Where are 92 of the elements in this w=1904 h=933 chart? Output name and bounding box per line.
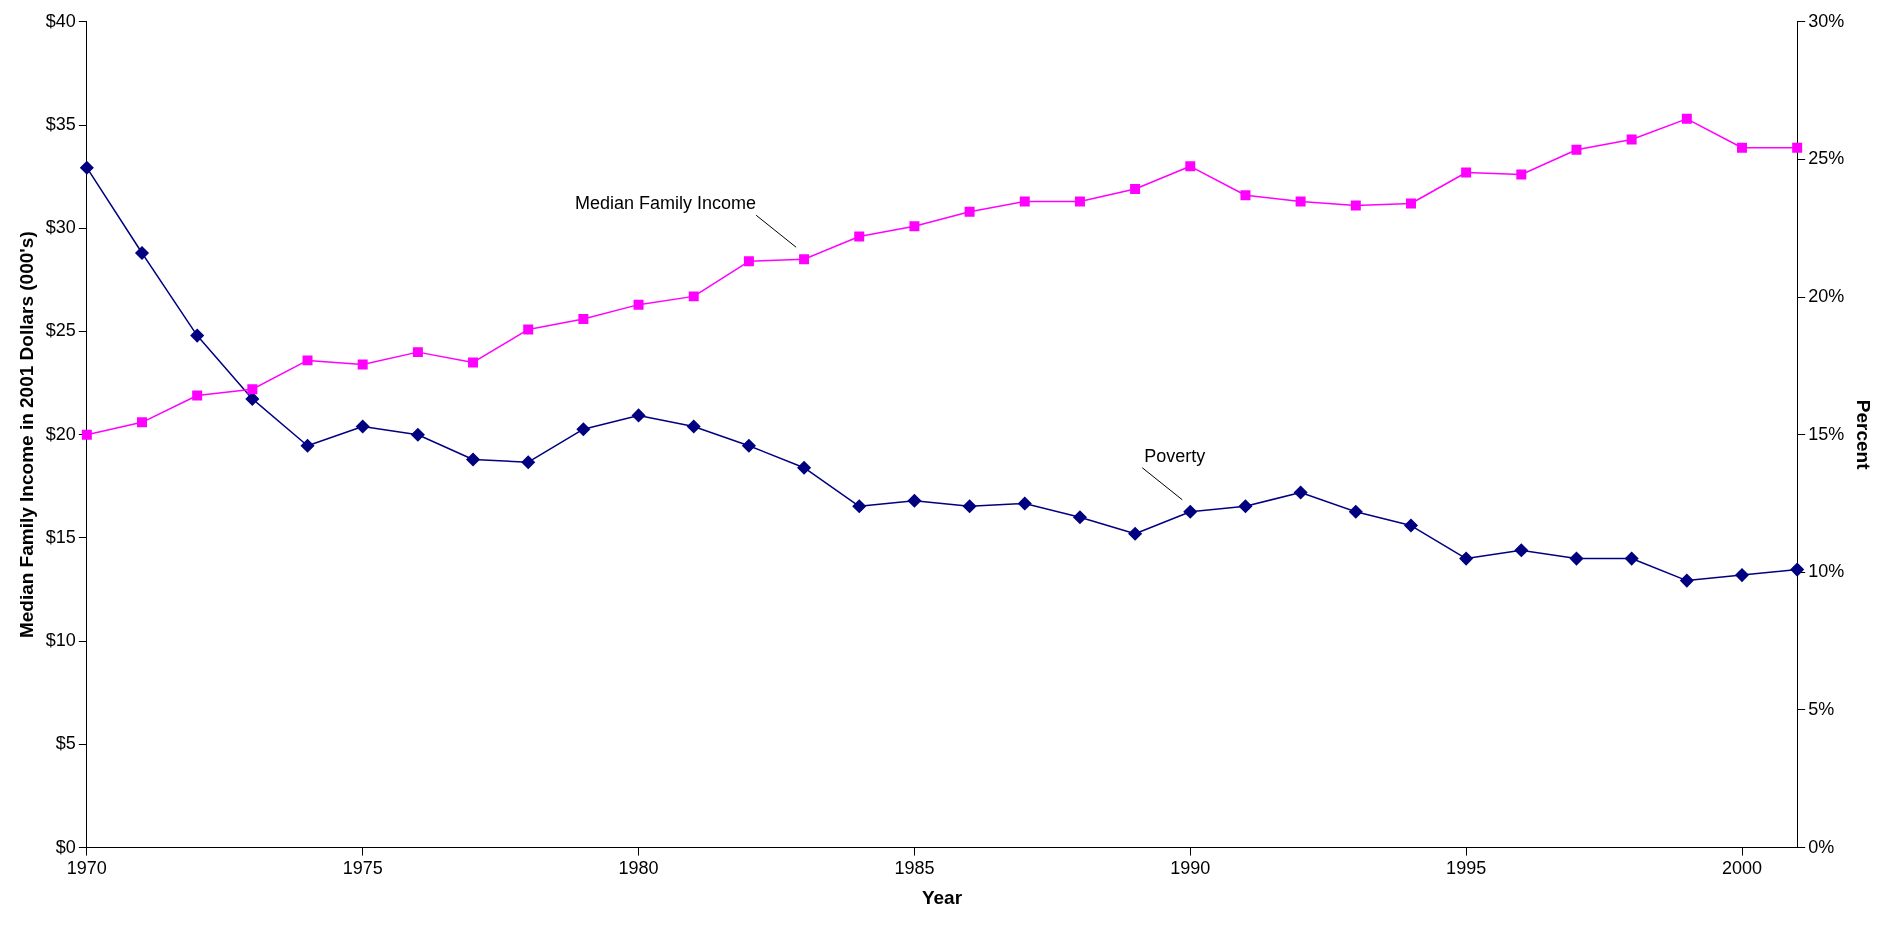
point	[137, 417, 147, 428]
point	[1018, 496, 1032, 511]
y-axis-title: Median Family Income in 2001 Dollars (000's)	[15, 231, 37, 639]
y2-tick-label: 30%	[1808, 10, 1845, 31]
point	[962, 499, 977, 514]
point	[688, 291, 699, 302]
y2-tick-label: 10%	[1808, 561, 1845, 582]
y-tick-label: $40	[45, 10, 76, 31]
x-tick-label: 1975	[342, 858, 383, 879]
point	[1735, 568, 1749, 582]
point	[631, 408, 646, 423]
x-tick-label: 1985	[894, 858, 935, 879]
x-tick-label: 1970	[66, 858, 107, 879]
point	[633, 299, 644, 310]
point	[964, 206, 975, 217]
text: Median Family Income	[574, 193, 757, 214]
point	[1737, 142, 1747, 153]
point	[1295, 196, 1306, 207]
point	[1404, 518, 1418, 533]
y-tick-label: $20	[45, 423, 76, 444]
point	[907, 494, 922, 508]
y-tick-label: $35	[45, 113, 76, 134]
point	[245, 392, 260, 406]
y-tick-label: $0	[55, 836, 76, 857]
point	[355, 419, 370, 434]
point	[1240, 190, 1251, 201]
point	[1405, 198, 1416, 209]
point	[521, 455, 535, 469]
point	[412, 347, 423, 358]
point	[192, 390, 203, 401]
point	[1293, 485, 1308, 500]
point	[80, 160, 94, 175]
point	[1624, 551, 1639, 566]
point	[854, 231, 865, 242]
y2-tick-label: 15%	[1808, 423, 1845, 444]
point	[300, 438, 315, 453]
x-axis-title: Year	[921, 886, 963, 908]
point	[302, 355, 313, 366]
point	[1569, 551, 1584, 566]
y-tick-label: $30	[45, 217, 76, 238]
point	[742, 438, 756, 453]
point	[1571, 144, 1582, 155]
point	[135, 246, 149, 260]
point	[1128, 527, 1142, 541]
point	[797, 460, 811, 475]
point	[1130, 184, 1141, 195]
y-tick-label: $10	[45, 630, 76, 651]
y2-axis-title: Percent	[1853, 399, 1875, 471]
point	[1183, 505, 1198, 519]
point	[81, 429, 92, 440]
point	[523, 324, 534, 335]
point	[1238, 499, 1253, 514]
point	[1680, 573, 1694, 588]
y2-tick-label: 0%	[1808, 836, 1835, 857]
point	[1516, 169, 1527, 180]
point	[1185, 161, 1196, 172]
point	[1350, 200, 1361, 211]
point	[411, 427, 425, 442]
point	[799, 254, 810, 265]
point	[466, 452, 480, 467]
point	[1349, 505, 1363, 519]
point	[1790, 562, 1804, 577]
y-tick-label: $25	[45, 320, 76, 341]
point	[1681, 113, 1692, 124]
point	[1792, 142, 1803, 153]
point	[190, 328, 204, 343]
y2-tick-label: 5%	[1808, 698, 1835, 719]
point	[686, 419, 701, 434]
point	[468, 357, 479, 368]
point	[1019, 196, 1030, 207]
x-tick-label: 1990	[1170, 858, 1211, 879]
point	[247, 384, 258, 395]
point	[1514, 543, 1529, 558]
x-tick-label: 2000	[1721, 858, 1763, 879]
x-tick-label: 1980	[618, 858, 659, 879]
text: Poverty	[1144, 445, 1206, 466]
point	[1073, 510, 1087, 525]
y2-tick-label: 20%	[1808, 286, 1845, 307]
point	[1459, 551, 1473, 566]
point	[909, 221, 920, 232]
point	[578, 314, 589, 325]
x-tick-label: 1995	[1446, 858, 1487, 879]
y-tick-label: $15	[45, 526, 76, 547]
point	[743, 256, 754, 267]
y2-tick-label: 25%	[1808, 148, 1845, 169]
point	[1074, 196, 1085, 207]
point	[852, 499, 866, 514]
point	[1626, 134, 1637, 145]
y-tick-label: $5	[55, 733, 76, 754]
point	[1461, 167, 1472, 178]
point	[576, 422, 591, 436]
point	[357, 359, 368, 370]
